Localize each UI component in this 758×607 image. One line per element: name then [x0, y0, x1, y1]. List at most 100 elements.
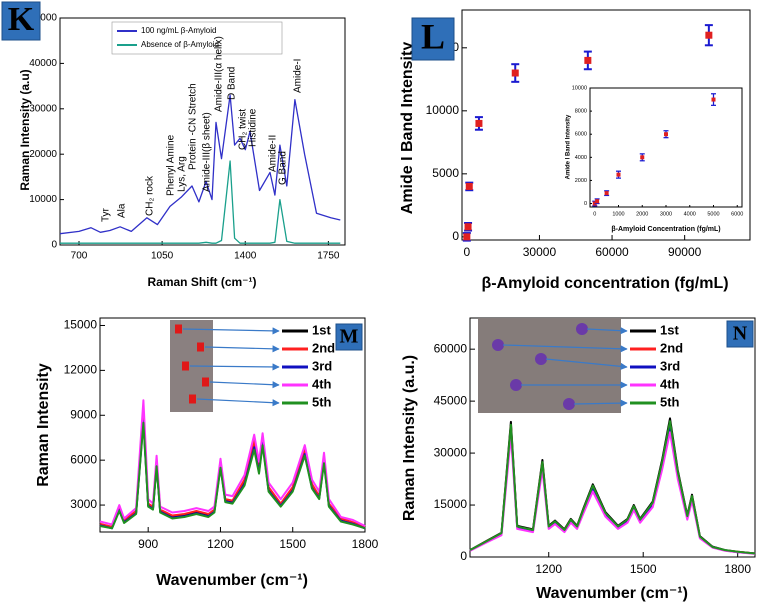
panel-letter: K	[8, 1, 35, 38]
marker	[465, 182, 473, 190]
y-tick-label: 3000	[70, 497, 97, 511]
x-tick-label: 2000	[636, 211, 648, 217]
x-tick-label: 1500	[630, 562, 657, 576]
x-axis-label: Raman Shift (cm⁻¹)	[147, 275, 256, 289]
legend-label: 5th	[660, 394, 680, 409]
x-axis-label: Wavenumber (cm⁻¹)	[536, 585, 688, 602]
y-tick-label: 10000	[426, 103, 460, 117]
x-tick-label: 700	[71, 251, 88, 262]
marker	[475, 119, 483, 127]
y-tick-label: 30000	[29, 103, 57, 114]
sample-spot	[175, 324, 182, 334]
x-tick-label: 0	[463, 245, 470, 259]
series-line	[59, 94, 341, 235]
legend-label: 1st	[660, 322, 679, 337]
y-tick-label: 5000	[432, 166, 459, 180]
peak-annotation: CH₂ twist	[238, 109, 249, 150]
sample-spot	[563, 398, 575, 410]
y-tick-label: 60000	[434, 341, 468, 355]
spot-arrow	[189, 363, 280, 371]
panel-badge	[726, 320, 754, 348]
sample-spot	[197, 342, 204, 352]
legend-label: 3rd	[312, 358, 332, 373]
sample-spot	[492, 339, 504, 351]
x-tick-label: 1500	[279, 537, 306, 551]
legend-label: 4th	[312, 376, 332, 391]
y-tick-label: 30000	[434, 445, 468, 459]
marker	[705, 31, 713, 39]
sample-spot	[535, 353, 547, 365]
spot-arrow	[586, 327, 628, 335]
x-tick-label: 1800	[724, 562, 751, 576]
y-axis-label: Raman Intensity (a.u)	[18, 69, 32, 190]
legend-label: 2nd	[312, 340, 335, 355]
marker	[595, 199, 600, 204]
marker	[711, 97, 716, 102]
marker	[664, 132, 668, 137]
legend-label: 3rd	[660, 358, 680, 373]
legend-label: 2nd	[660, 340, 683, 355]
legend-label: Absence of β-Amyloid	[141, 40, 219, 49]
panel-badge	[411, 17, 455, 61]
x-tick-label: 1400	[234, 251, 257, 262]
spot-arrow	[182, 327, 280, 335]
spot-arrow	[545, 358, 628, 370]
peak-annotation: Amide-I	[293, 59, 304, 93]
y-tick-label: 10000	[572, 85, 587, 91]
y-tick-label: 0	[51, 240, 57, 251]
marker	[463, 233, 471, 241]
x-axis-label: β-Amyloid Concentration (fg/mL)	[611, 226, 720, 233]
y-tick-label: 0	[460, 549, 467, 563]
panel-badge	[335, 323, 363, 351]
y-tick-label: 0	[452, 229, 459, 243]
y-tick-label: 15000	[64, 318, 98, 332]
y-tick-label: 6000	[70, 452, 97, 466]
y-tick-label: 50000	[29, 13, 57, 24]
spot-arrow	[573, 399, 628, 407]
y-tick-label: 45000	[434, 393, 468, 407]
plot-frame	[59, 17, 346, 246]
sample-image	[478, 318, 621, 413]
peak-annotation: Histidine	[248, 108, 259, 147]
sample-spot	[576, 323, 588, 335]
sample-spot	[182, 361, 189, 371]
y-axis-label: Amide I Band Intensity	[399, 42, 416, 215]
marker	[616, 172, 621, 177]
y-tick-label: 9000	[70, 407, 97, 421]
y-tick-label: 40000	[29, 58, 57, 69]
x-axis-label: β-Amyloid concentration (fg/mL)	[481, 275, 728, 292]
x-tick-label: 60000	[595, 245, 629, 259]
y-tick-label: 15000	[434, 497, 468, 511]
y-tick-label: 10000	[29, 194, 57, 205]
peak-annotation: Amide-III(α helix)	[214, 36, 225, 112]
x-tick-label: 1800	[352, 537, 379, 551]
legend-label: 1st	[312, 322, 331, 337]
panel-badge	[1, 1, 41, 41]
panel-letter: M	[340, 326, 359, 348]
x-axis-label: Wavenumber (cm⁻¹)	[156, 572, 308, 589]
marker	[464, 223, 472, 231]
peak-annotation: Lys, Arg	[177, 156, 188, 192]
spot-arrow	[196, 398, 280, 407]
peak-annotation: G Band	[278, 151, 289, 185]
panel-letter: L	[421, 16, 445, 56]
peak-annotation: Protein -CN Stretch	[188, 83, 199, 170]
peak-annotation: Amide-III(β sheet)	[202, 112, 213, 192]
series-line	[60, 160, 341, 244]
y-axis-label: Raman Intensity	[35, 363, 52, 487]
legend-label: 100 ng/mL β-Amyloid	[141, 26, 216, 35]
y-tick-label: 4000	[575, 155, 587, 161]
peak-annotation: Ala	[117, 203, 128, 218]
sample-spot	[189, 394, 196, 404]
x-tick-label: 1750	[317, 251, 340, 262]
marker	[640, 155, 645, 160]
y-tick-label: 12000	[64, 363, 98, 377]
y-tick-label: 0	[584, 201, 587, 207]
spot-arrow	[204, 345, 280, 353]
series-line	[99, 399, 366, 527]
x-tick-label: 6000	[731, 211, 743, 217]
sample-spot	[510, 379, 522, 391]
y-axis-label: Raman Intensity (a.u.)	[401, 355, 418, 521]
